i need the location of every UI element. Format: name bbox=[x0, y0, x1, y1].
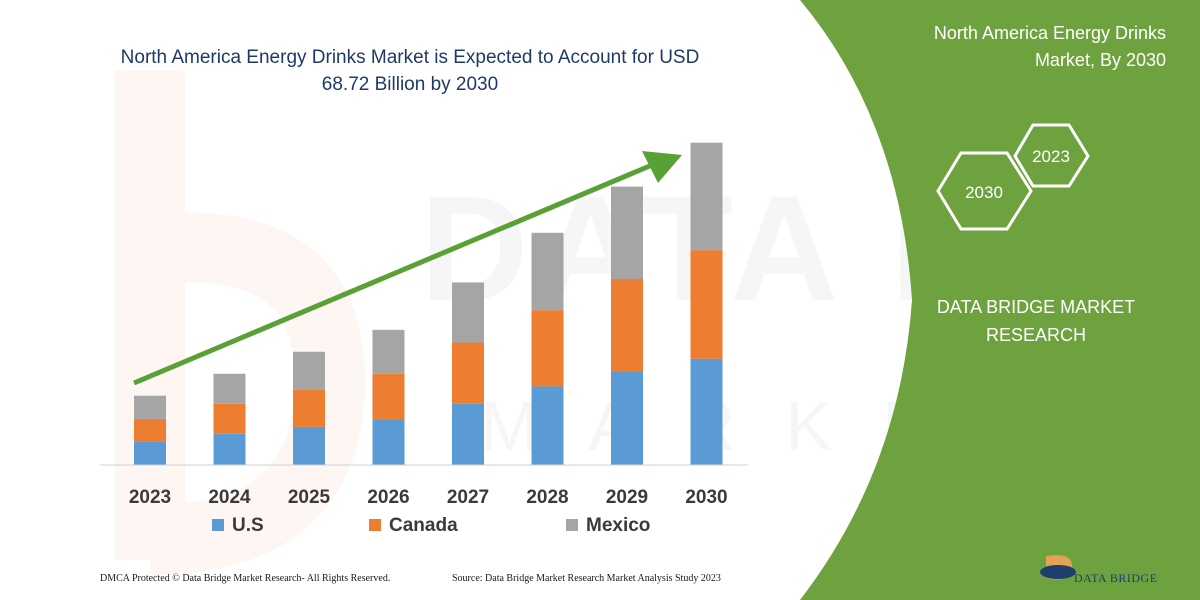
bar-canada-2030 bbox=[690, 250, 723, 359]
bar-canada-2026 bbox=[372, 373, 405, 420]
bar-mexico-2027 bbox=[452, 282, 484, 343]
logo-icon bbox=[1040, 548, 1076, 580]
bar-mexico-2025 bbox=[293, 351, 325, 390]
legend-label-mexico: Mexico bbox=[586, 515, 650, 536]
x-tick-label-2024: 2024 bbox=[208, 487, 251, 508]
hexagon-2030 bbox=[936, 151, 1033, 231]
x-tick-label-2028: 2028 bbox=[526, 487, 568, 508]
legend-swatch-mexico bbox=[566, 519, 578, 531]
bar-u-s-2024 bbox=[213, 433, 246, 465]
panel-title: North America Energy Drinks Market, By 2… bbox=[933, 23, 1166, 70]
legend-label-canada: Canada bbox=[389, 515, 458, 536]
bar-mexico-2028 bbox=[531, 232, 564, 311]
hexagon-2023-label: 2023 bbox=[1032, 147, 1070, 166]
bar-canada-2024 bbox=[213, 403, 246, 434]
bar-u-s-2026 bbox=[372, 419, 405, 465]
dmca-notice: DMCA Protected © Data Bridge Market Rese… bbox=[100, 573, 391, 584]
bar-mexico-2030 bbox=[690, 142, 723, 251]
x-tick-label-2023: 2023 bbox=[129, 487, 171, 508]
bar-mexico-2029 bbox=[611, 186, 643, 280]
x-tick-label-2027: 2027 bbox=[447, 487, 489, 508]
bar-canada-2029 bbox=[611, 279, 643, 372]
bar-u-s-2029 bbox=[611, 371, 643, 465]
watermark-b-shape bbox=[115, 70, 366, 575]
legend-swatch-canada bbox=[369, 519, 381, 531]
chart-title: North America Energy Drinks Market is Ex… bbox=[120, 47, 700, 95]
bar-canada-2023 bbox=[134, 418, 166, 442]
bar-canada-2025 bbox=[293, 389, 325, 427]
bar-u-s-2025 bbox=[293, 426, 325, 465]
x-tick-label-2025: 2025 bbox=[288, 487, 331, 508]
bar-canada-2028 bbox=[531, 310, 564, 387]
brand-text: DATA BRIDGE MARKET RESEARCH bbox=[936, 297, 1136, 345]
bar-u-s-2027 bbox=[452, 403, 484, 465]
bar-u-s-2030 bbox=[690, 358, 723, 465]
hexagon-2023 bbox=[1013, 123, 1090, 188]
logo-text: DATA BRIDGE bbox=[1074, 571, 1158, 585]
bar-mexico-2023 bbox=[134, 395, 166, 419]
trend-arrow bbox=[133, 151, 682, 386]
green-panel bbox=[800, 0, 1200, 600]
bar-mexico-2026 bbox=[372, 329, 405, 374]
legend-label-u-s: U.S bbox=[232, 515, 264, 536]
legend-swatch-u-s bbox=[212, 519, 224, 531]
bar-mexico-2024 bbox=[213, 373, 246, 404]
bar-u-s-2023 bbox=[134, 441, 166, 465]
bar-canada-2027 bbox=[452, 342, 484, 404]
source-note: Source: Data Bridge Market Research Mark… bbox=[452, 573, 721, 584]
x-tick-label-2026: 2026 bbox=[367, 487, 409, 508]
bar-u-s-2028 bbox=[531, 386, 564, 465]
x-tick-label-2030: 2030 bbox=[685, 487, 727, 508]
x-tick-label-2029: 2029 bbox=[606, 487, 648, 508]
hexagon-2030-label: 2030 bbox=[965, 183, 1003, 202]
